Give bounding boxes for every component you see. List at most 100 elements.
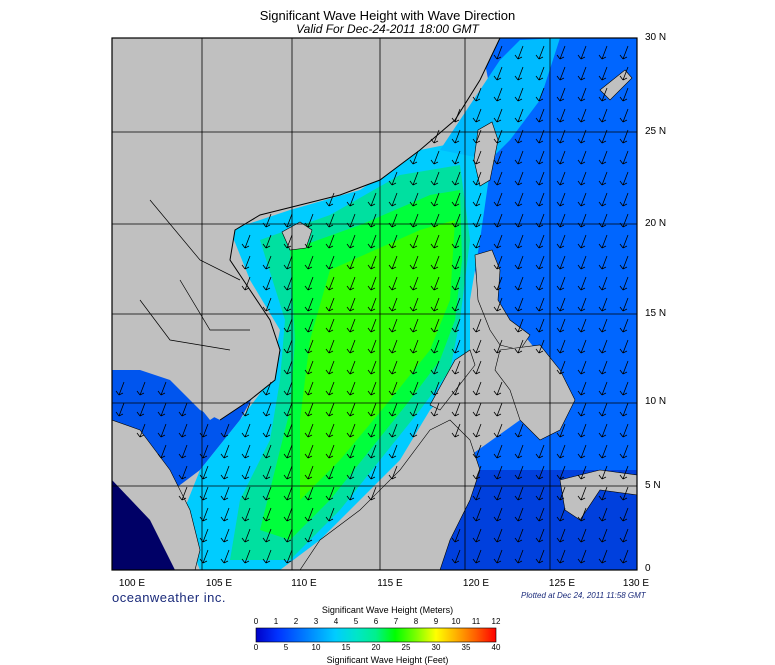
chart-title: Significant Wave Height with Wave Direct… (259, 8, 516, 23)
wave-arrow (409, 276, 419, 291)
wave-arrow (451, 402, 461, 417)
lon-label-100e: 100 E (118, 578, 146, 589)
wave-arrow (388, 297, 398, 312)
wave-arrow (451, 108, 461, 123)
feet-tick: 0 (253, 643, 259, 652)
wave-arrow (283, 465, 293, 480)
wave-arrow (556, 87, 566, 102)
wave-arrow (598, 276, 608, 291)
wave-arrow (388, 402, 398, 417)
wave-arrow (535, 318, 545, 333)
wave-arrow (241, 402, 251, 417)
wave-arrow (598, 108, 608, 123)
wave-arrow (241, 444, 251, 459)
lat-label-5n: 5 N (645, 480, 661, 491)
wave-arrow (472, 360, 482, 375)
meter-tick: 6 (373, 617, 379, 626)
wave-arrow (493, 402, 503, 417)
wave-arrow (472, 150, 482, 165)
wave-arrow (451, 360, 461, 375)
wave-arrow (367, 486, 377, 501)
wave-direction-arrows (115, 45, 629, 564)
wave-arrow (388, 444, 398, 459)
wave-arrow (556, 192, 566, 207)
wave-arrow (577, 507, 587, 522)
wave-arrow (598, 465, 608, 480)
wave-arrow (598, 171, 608, 186)
wave-arrow (262, 402, 272, 417)
wave-arrow (493, 528, 503, 543)
wave-arrow (304, 234, 314, 249)
wave-arrow (472, 171, 482, 186)
wave-arrow (535, 66, 545, 81)
wave-arrow (598, 507, 608, 522)
mainland-asia (112, 38, 500, 420)
wave-arrow (493, 171, 503, 186)
wave-arrow (619, 108, 629, 123)
wave-arrow (241, 507, 251, 522)
wave-arrow (472, 192, 482, 207)
wave-arrow (367, 444, 377, 459)
feet-tick: 40 (491, 643, 501, 652)
wave-arrow (493, 339, 503, 354)
meter-tick: 7 (393, 617, 399, 626)
wave-arrow (409, 234, 419, 249)
wave-arrow (325, 444, 335, 459)
wave-arrow (346, 444, 356, 459)
wave-arrow (619, 45, 629, 60)
wave-arrow (241, 465, 251, 480)
wave-arrow (556, 507, 566, 522)
wave-arrow (493, 45, 503, 60)
wave-arrow (325, 276, 335, 291)
wave-arrow (199, 528, 209, 543)
feet-tick: 30 (431, 643, 441, 652)
wave-arrow (493, 465, 503, 480)
wave-arrow (535, 150, 545, 165)
wave-arrow (598, 360, 608, 375)
chart-subtitle: Valid For Dec-24-2011 18:00 GMT (296, 22, 479, 36)
wave-arrow (535, 45, 545, 60)
wave-arrow (451, 318, 461, 333)
wave-arrow (598, 402, 608, 417)
wave-arrow (157, 381, 167, 396)
wave-arrow (367, 192, 377, 207)
wave-arrow (598, 45, 608, 60)
wave-arrow (598, 255, 608, 270)
wave-arrow (325, 192, 335, 207)
wave-arrow (577, 192, 587, 207)
wave-arrow (493, 66, 503, 81)
wave-arrow (556, 150, 566, 165)
wave-arrow (388, 171, 398, 186)
wave-arrow (367, 255, 377, 270)
wave-arrow (535, 171, 545, 186)
meter-tick: 1 (273, 617, 279, 626)
wave-arrow (304, 402, 314, 417)
wave-arrow (514, 444, 524, 459)
wave-arrow (514, 171, 524, 186)
wave-arrow (598, 339, 608, 354)
wave-arrow (388, 423, 398, 438)
wave-arrow (535, 465, 545, 480)
wave-arrow (577, 150, 587, 165)
wave-arrow (451, 528, 461, 543)
wave-arrow (535, 108, 545, 123)
lat-label-10n: 10 N (645, 396, 667, 407)
map-frame (111, 37, 638, 571)
wave-arrow (577, 234, 587, 249)
wave-arrow (514, 45, 524, 60)
wave-arrow (388, 360, 398, 375)
wave-arrow (619, 507, 629, 522)
wave-arrow (514, 192, 524, 207)
meter-tick: 0 (253, 617, 259, 626)
wave-arrow (472, 549, 482, 564)
wave-arrow (556, 276, 566, 291)
wave-arrow (220, 444, 230, 459)
wave-arrow (346, 234, 356, 249)
wave-arrow (577, 108, 587, 123)
wave-arrow (514, 423, 524, 438)
wave-arrow (514, 255, 524, 270)
wave-arrow (535, 339, 545, 354)
wave-arrow (115, 402, 125, 417)
wave-arrow (619, 318, 629, 333)
